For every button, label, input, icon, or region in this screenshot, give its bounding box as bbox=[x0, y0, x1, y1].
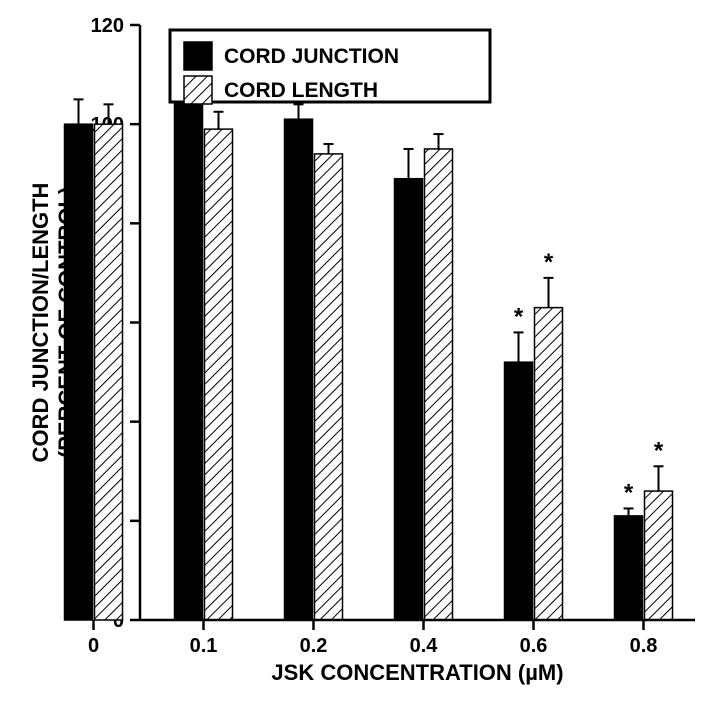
legend-label: CORD LENGTH bbox=[224, 79, 378, 102]
significance-star: * bbox=[654, 437, 664, 464]
x-tick-label: 0 bbox=[88, 635, 99, 657]
bar bbox=[315, 154, 343, 620]
bar bbox=[645, 491, 673, 620]
chart-container: 02040608010012000.10.20.4**0.6**0.8**1JS… bbox=[0, 0, 721, 704]
significance-star: * bbox=[544, 249, 554, 276]
x-tick-label: 0.8 bbox=[630, 635, 658, 657]
significance-star: * bbox=[514, 303, 524, 330]
bar bbox=[285, 119, 313, 620]
x-tick-label: 0.2 bbox=[300, 635, 328, 657]
significance-star: * bbox=[624, 479, 634, 506]
bar bbox=[425, 149, 453, 620]
bar bbox=[505, 362, 533, 620]
bar bbox=[615, 516, 643, 620]
x-tick-label: 0.6 bbox=[520, 635, 548, 657]
y-axis-label-2: (PERCENT OF CONTROL) bbox=[54, 187, 79, 458]
bar bbox=[95, 124, 123, 620]
legend-swatch bbox=[184, 76, 212, 104]
y-axis-label-1: CORD JUNCTION/LENGTH bbox=[28, 183, 53, 463]
y-tick-label: 120 bbox=[91, 15, 124, 37]
x-tick-label: 0.1 bbox=[190, 635, 218, 657]
bar bbox=[175, 99, 203, 620]
legend-label: CORD JUNCTION bbox=[224, 45, 399, 68]
bar-chart: 02040608010012000.10.20.4**0.6**0.8**1JS… bbox=[0, 0, 721, 704]
bar bbox=[395, 179, 423, 620]
bar bbox=[205, 129, 233, 620]
x-axis-label: JSK CONCENTRATION (µM) bbox=[271, 660, 563, 685]
legend-swatch bbox=[184, 42, 212, 70]
x-tick-label: 0.4 bbox=[410, 635, 439, 657]
bar bbox=[535, 308, 563, 620]
